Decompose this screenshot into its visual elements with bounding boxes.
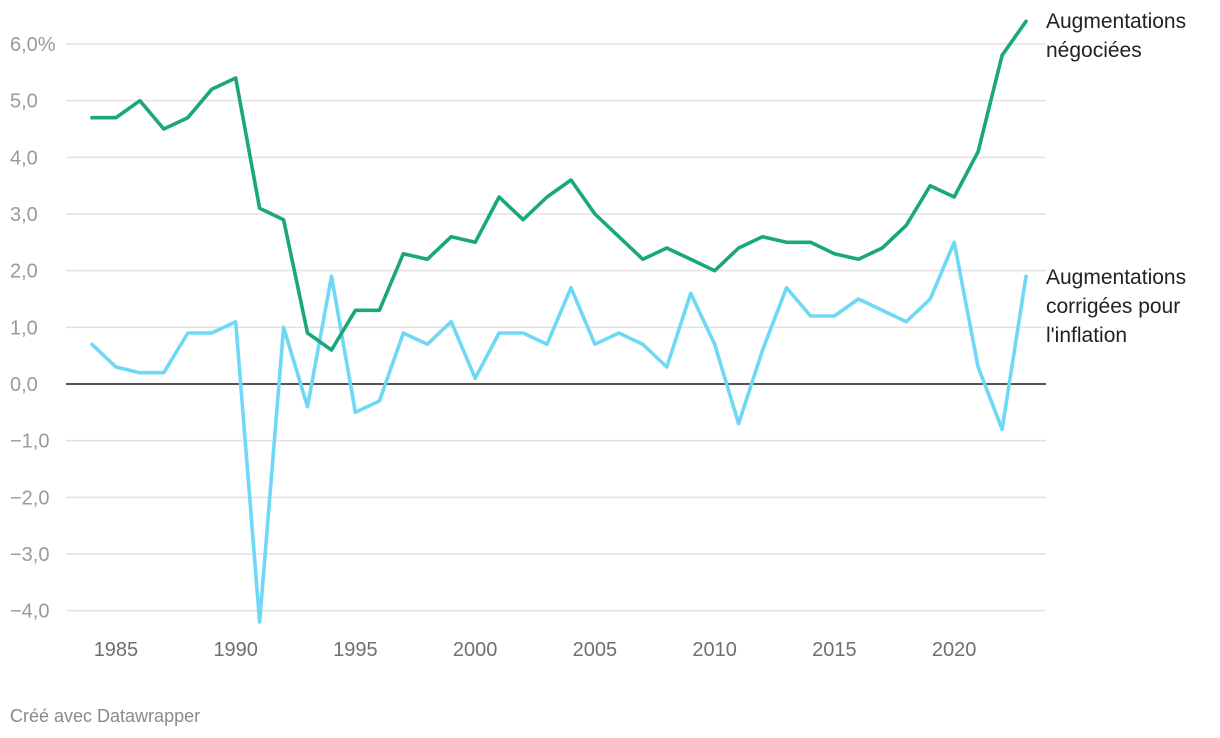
- y-tick-label: 4,0: [10, 147, 38, 169]
- y-axis-ticks: 6,0% 5,0 4,0 3,0 2,0 1,0 0,0 −1,0 −2,0 −3,0 −4,0: [10, 34, 56, 623]
- x-tick-label: 2000: [453, 639, 498, 661]
- series-label-0: négociées: [1046, 39, 1142, 62]
- y-tick-label: 0,0: [10, 374, 38, 396]
- x-tick-label: 1985: [94, 639, 139, 661]
- y-tick-label: 1,0: [10, 317, 38, 339]
- series-line-0: [90, 19, 1028, 352]
- series-label-0: Augmentations: [1046, 10, 1186, 33]
- series-labels: Augmentations négociées Augmentations corri…: [1046, 10, 1186, 347]
- x-tick-label: 2015: [812, 639, 857, 661]
- x-axis-ticks: 1985 1990 1995 2000 2005 2010 2015 2020: [94, 639, 977, 661]
- y-tick-label: −1,0: [10, 431, 49, 453]
- y-tick-label: 6,0%: [10, 34, 56, 56]
- x-tick-label: 2010: [692, 639, 737, 661]
- footer-credit: Créé avec Datawrapper: [10, 706, 200, 726]
- x-tick-label: 1990: [213, 639, 258, 661]
- series-label-1: Augmentations: [1046, 266, 1186, 289]
- y-tick-label: 3,0: [10, 204, 38, 226]
- series-line-1: [90, 240, 1028, 624]
- y-tick-label: −4,0: [10, 601, 49, 623]
- series-label-1: corrigées pour: [1046, 295, 1180, 318]
- series-label-1: l'inflation: [1046, 324, 1127, 347]
- y-tick-label: −2,0: [10, 487, 49, 509]
- x-tick-label: 2005: [573, 639, 618, 661]
- y-tick-label: −3,0: [10, 544, 49, 566]
- series-lines: [90, 19, 1028, 624]
- x-tick-label: 2020: [932, 639, 977, 661]
- y-tick-label: 2,0: [10, 261, 38, 283]
- y-tick-label: 5,0: [10, 91, 38, 113]
- x-tick-label: 1995: [333, 639, 378, 661]
